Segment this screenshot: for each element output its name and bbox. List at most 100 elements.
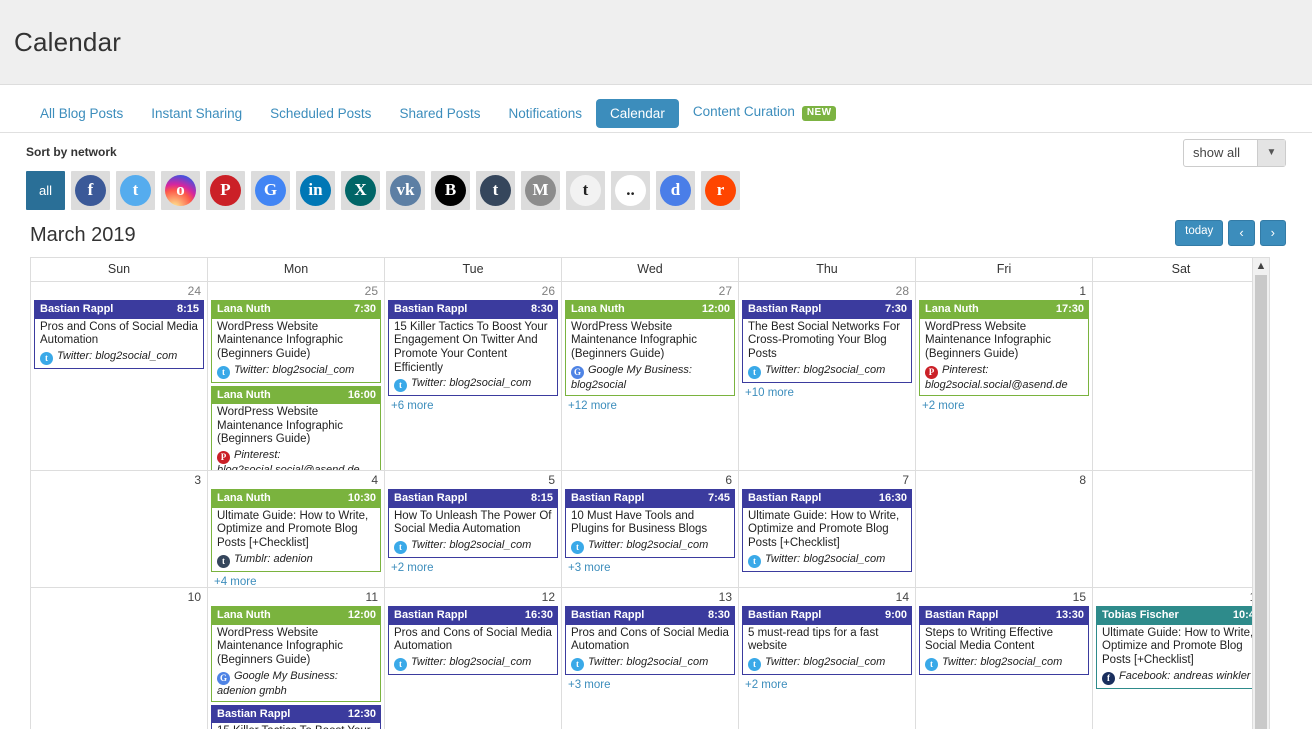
calendar-day-cell[interactable]: 24 Bastian Rappl 8:15 Pros and Cons of Soci… xyxy=(31,281,208,470)
network-filter-facebook[interactable]: f xyxy=(71,170,110,210)
calendar-day-cell[interactable]: 12 Bastian Rappl 16:30 Pros and Cons of Soc… xyxy=(385,587,562,729)
calendar-day-cell[interactable]: 5 Bastian Rappl 8:15 How To Unleash The Pow… xyxy=(385,470,562,587)
calendar-event[interactable]: Bastian Rappl 9:00 5 must-read tips for a … xyxy=(742,606,912,675)
calendar-day-cell[interactable]: 10 xyxy=(31,587,208,729)
linkedin-icon: in xyxy=(300,174,331,206)
network-filter-xing[interactable]: X xyxy=(341,170,380,210)
network-filter-vk[interactable]: vk xyxy=(386,170,425,210)
more-events-link[interactable]: +2 more xyxy=(922,399,965,412)
tab-scheduled-posts[interactable]: Scheduled Posts xyxy=(256,99,385,129)
calendar-day-cell[interactable]: 8 xyxy=(916,470,1093,587)
more-events-link[interactable]: +3 more xyxy=(568,678,611,691)
network-filter-flickr[interactable]: .. xyxy=(611,170,650,210)
calendar-event[interactable]: Bastian Rappl 8:30 Pros and Cons of Social… xyxy=(565,606,735,675)
calendar-day-cell[interactable]: 1 Lana Nuth 17:30 WordPress Website Mainten… xyxy=(916,281,1093,470)
calendar-day-cell[interactable]: 26 Bastian Rappl 8:30 15 Killer Tactics To … xyxy=(385,281,562,470)
calendar-event[interactable]: Bastian Rappl 12:30 15 Killer Tactics To B… xyxy=(211,704,381,729)
vertical-scroll-thumb[interactable] xyxy=(1255,274,1267,729)
event-author: Bastian Rappl xyxy=(394,609,468,622)
calendar-event[interactable]: Lana Nuth 10:30 Ultimate Guide: How to Wri… xyxy=(211,489,381,572)
google-my-business-icon: G xyxy=(217,671,230,685)
calendar-day-cell[interactable]: 7 Bastian Rappl 16:30 Ultimate Guide: How t… xyxy=(739,470,916,587)
more-events-link[interactable]: +4 more xyxy=(214,575,257,587)
more-events-link[interactable]: +6 more xyxy=(391,400,434,413)
calendar-day-cell[interactable]: 13 Bastian Rappl 8:30 Pros and Cons of Soci… xyxy=(562,587,739,729)
calendar-day-cell[interactable]: 3 xyxy=(31,470,208,587)
calendar-event[interactable]: Lana Nuth 12:00 WordPress Website Maintena… xyxy=(211,606,381,702)
event-time: 16:00 xyxy=(347,388,376,401)
calendar-vertical-scrollbar[interactable]: ▲ xyxy=(1252,257,1269,729)
event-body: Pros and Cons of Social Media Automation… xyxy=(35,319,203,368)
more-events-link[interactable]: +2 more xyxy=(391,561,434,574)
day-number: 5 xyxy=(548,472,555,487)
scroll-up-icon[interactable]: ▲ xyxy=(1253,257,1269,275)
day-number: 14 xyxy=(895,589,909,604)
prev-month-button[interactable]: ‹ xyxy=(1228,219,1255,247)
next-month-button[interactable]: › xyxy=(1259,219,1286,247)
event-title: 5 must-read tips for a fast website xyxy=(748,626,879,653)
more-events-link[interactable]: +3 more xyxy=(568,561,611,574)
calendar-event[interactable]: Bastian Rappl 7:30 The Best Social Network… xyxy=(742,300,912,383)
calendar-event[interactable]: Bastian Rappl 8:30 15 Killer Tactics To Bo… xyxy=(388,300,558,397)
pinterest-icon: P xyxy=(217,450,230,464)
tab-content-curation[interactable]: Content Curation NEW xyxy=(679,97,851,129)
calendar-event[interactable]: Lana Nuth 17:30 WordPress Website Maintena… xyxy=(919,300,1089,396)
calendar-event[interactable]: Bastian Rappl 7:45 10 Must Have Tools and … xyxy=(565,489,735,558)
twitter-icon: t xyxy=(120,174,151,206)
network-filter-tumblr[interactable]: t xyxy=(476,170,515,210)
chevron-down-icon: ▼ xyxy=(1257,139,1285,166)
more-events-link[interactable]: +10 more xyxy=(745,386,794,399)
show-all-dropdown[interactable]: show all ▼ xyxy=(1183,138,1286,167)
calendar-day-cell[interactable]: 2 xyxy=(1093,282,1269,470)
tab-notifications[interactable]: Notifications xyxy=(494,99,596,129)
calendar-day-cell[interactable]: 6 Bastian Rappl 7:45 10 Must Have Tools and… xyxy=(562,470,739,587)
twitter-icon: t xyxy=(394,657,407,671)
network-filter-reddit[interactable]: r xyxy=(701,170,740,210)
event-network-name: Facebook: xyxy=(1119,669,1171,682)
twitter-icon: t xyxy=(748,365,761,379)
calendar-event[interactable]: Lana Nuth 16:00 WordPress Website Maintena… xyxy=(211,385,381,470)
calendar-day-cell[interactable]: 15 Bastian Rappl 13:30 Steps to Writing Eff… xyxy=(916,587,1093,729)
network-filter-blogger[interactable]: B xyxy=(431,170,470,210)
calendar-event[interactable]: Bastian Rappl 13:30 Steps to Writing Effec… xyxy=(919,606,1089,675)
calendar-event[interactable]: Bastian Rappl 8:15 Pros and Cons of Social… xyxy=(34,300,204,369)
calendar-event[interactable]: Tobias Fischer 10:45 Ultimate Guide: How t… xyxy=(1096,606,1266,689)
network-filter-medium[interactable]: M xyxy=(521,170,560,210)
calendar-day-cell[interactable]: 25 Lana Nuth 7:30 WordPress Website Mainten… xyxy=(208,281,385,470)
tab-all-blog-posts[interactable]: All Blog Posts xyxy=(26,99,137,129)
event-author: Bastian Rappl xyxy=(571,609,645,622)
event-title: WordPress Website Maintenance Infographi… xyxy=(925,320,1051,360)
network-filter-all[interactable]: all xyxy=(26,170,65,210)
network-filter-twitter[interactable]: t xyxy=(116,170,155,210)
calendar-day-cell[interactable]: 28 Bastian Rappl 7:30 The Best Social Netwo… xyxy=(739,281,916,470)
calendar-event[interactable]: Lana Nuth 7:30 WordPress Website Maintenan… xyxy=(211,300,381,383)
day-number: 6 xyxy=(725,472,732,487)
tab-calendar[interactable]: Calendar xyxy=(596,98,679,129)
calendar-event[interactable]: Lana Nuth 12:00 WordPress Website Maintena… xyxy=(565,300,735,396)
tab-shared-posts[interactable]: Shared Posts xyxy=(385,99,494,129)
calendar-day-cell[interactable]: 14 Bastian Rappl 9:00 5 must-read tips for … xyxy=(739,587,916,729)
today-button[interactable]: today xyxy=(1175,219,1224,247)
network-filter-torial[interactable]: t xyxy=(566,170,605,210)
calendar-day-cell[interactable]: 11 Lana Nuth 12:00 WordPress Website Mainte… xyxy=(208,587,385,729)
calendar-event[interactable]: Bastian Rappl 8:15 How To Unleash The Powe… xyxy=(388,489,558,558)
calendar-day-cell[interactable]: 27 Lana Nuth 12:00 WordPress Website Mainte… xyxy=(562,281,739,470)
tab-instant-sharing[interactable]: Instant Sharing xyxy=(137,99,256,129)
more-events-link[interactable]: +12 more xyxy=(568,399,617,412)
day-number: 15 xyxy=(1072,589,1086,604)
network-filter-linkedin[interactable]: in xyxy=(296,170,335,210)
calendar-event[interactable]: Bastian Rappl 16:30 Ultimate Guide: How to… xyxy=(742,489,912,572)
network-filter-diigo[interactable]: d xyxy=(656,170,695,210)
twitter-icon: t xyxy=(40,351,53,365)
network-filter-pinterest[interactable]: P xyxy=(206,170,245,210)
calendar-day-cell[interactable]: 4 Lana Nuth 10:30 Ultimate Guide: How to Wr… xyxy=(208,470,385,587)
event-account: t Twitter: blog2social_com xyxy=(571,539,730,554)
network-filter-google-my-business[interactable]: G xyxy=(251,170,290,210)
calendar-day-cell[interactable]: 9 xyxy=(1093,471,1269,587)
more-events-link[interactable]: +2 more xyxy=(745,678,788,691)
event-account: t Tumblr: adenion xyxy=(217,553,376,568)
calendar-event[interactable]: Bastian Rappl 16:30 Pros and Cons of Socia… xyxy=(388,606,558,675)
pinterest-icon: P xyxy=(210,174,241,206)
network-filter-instagram[interactable]: o xyxy=(161,170,200,210)
